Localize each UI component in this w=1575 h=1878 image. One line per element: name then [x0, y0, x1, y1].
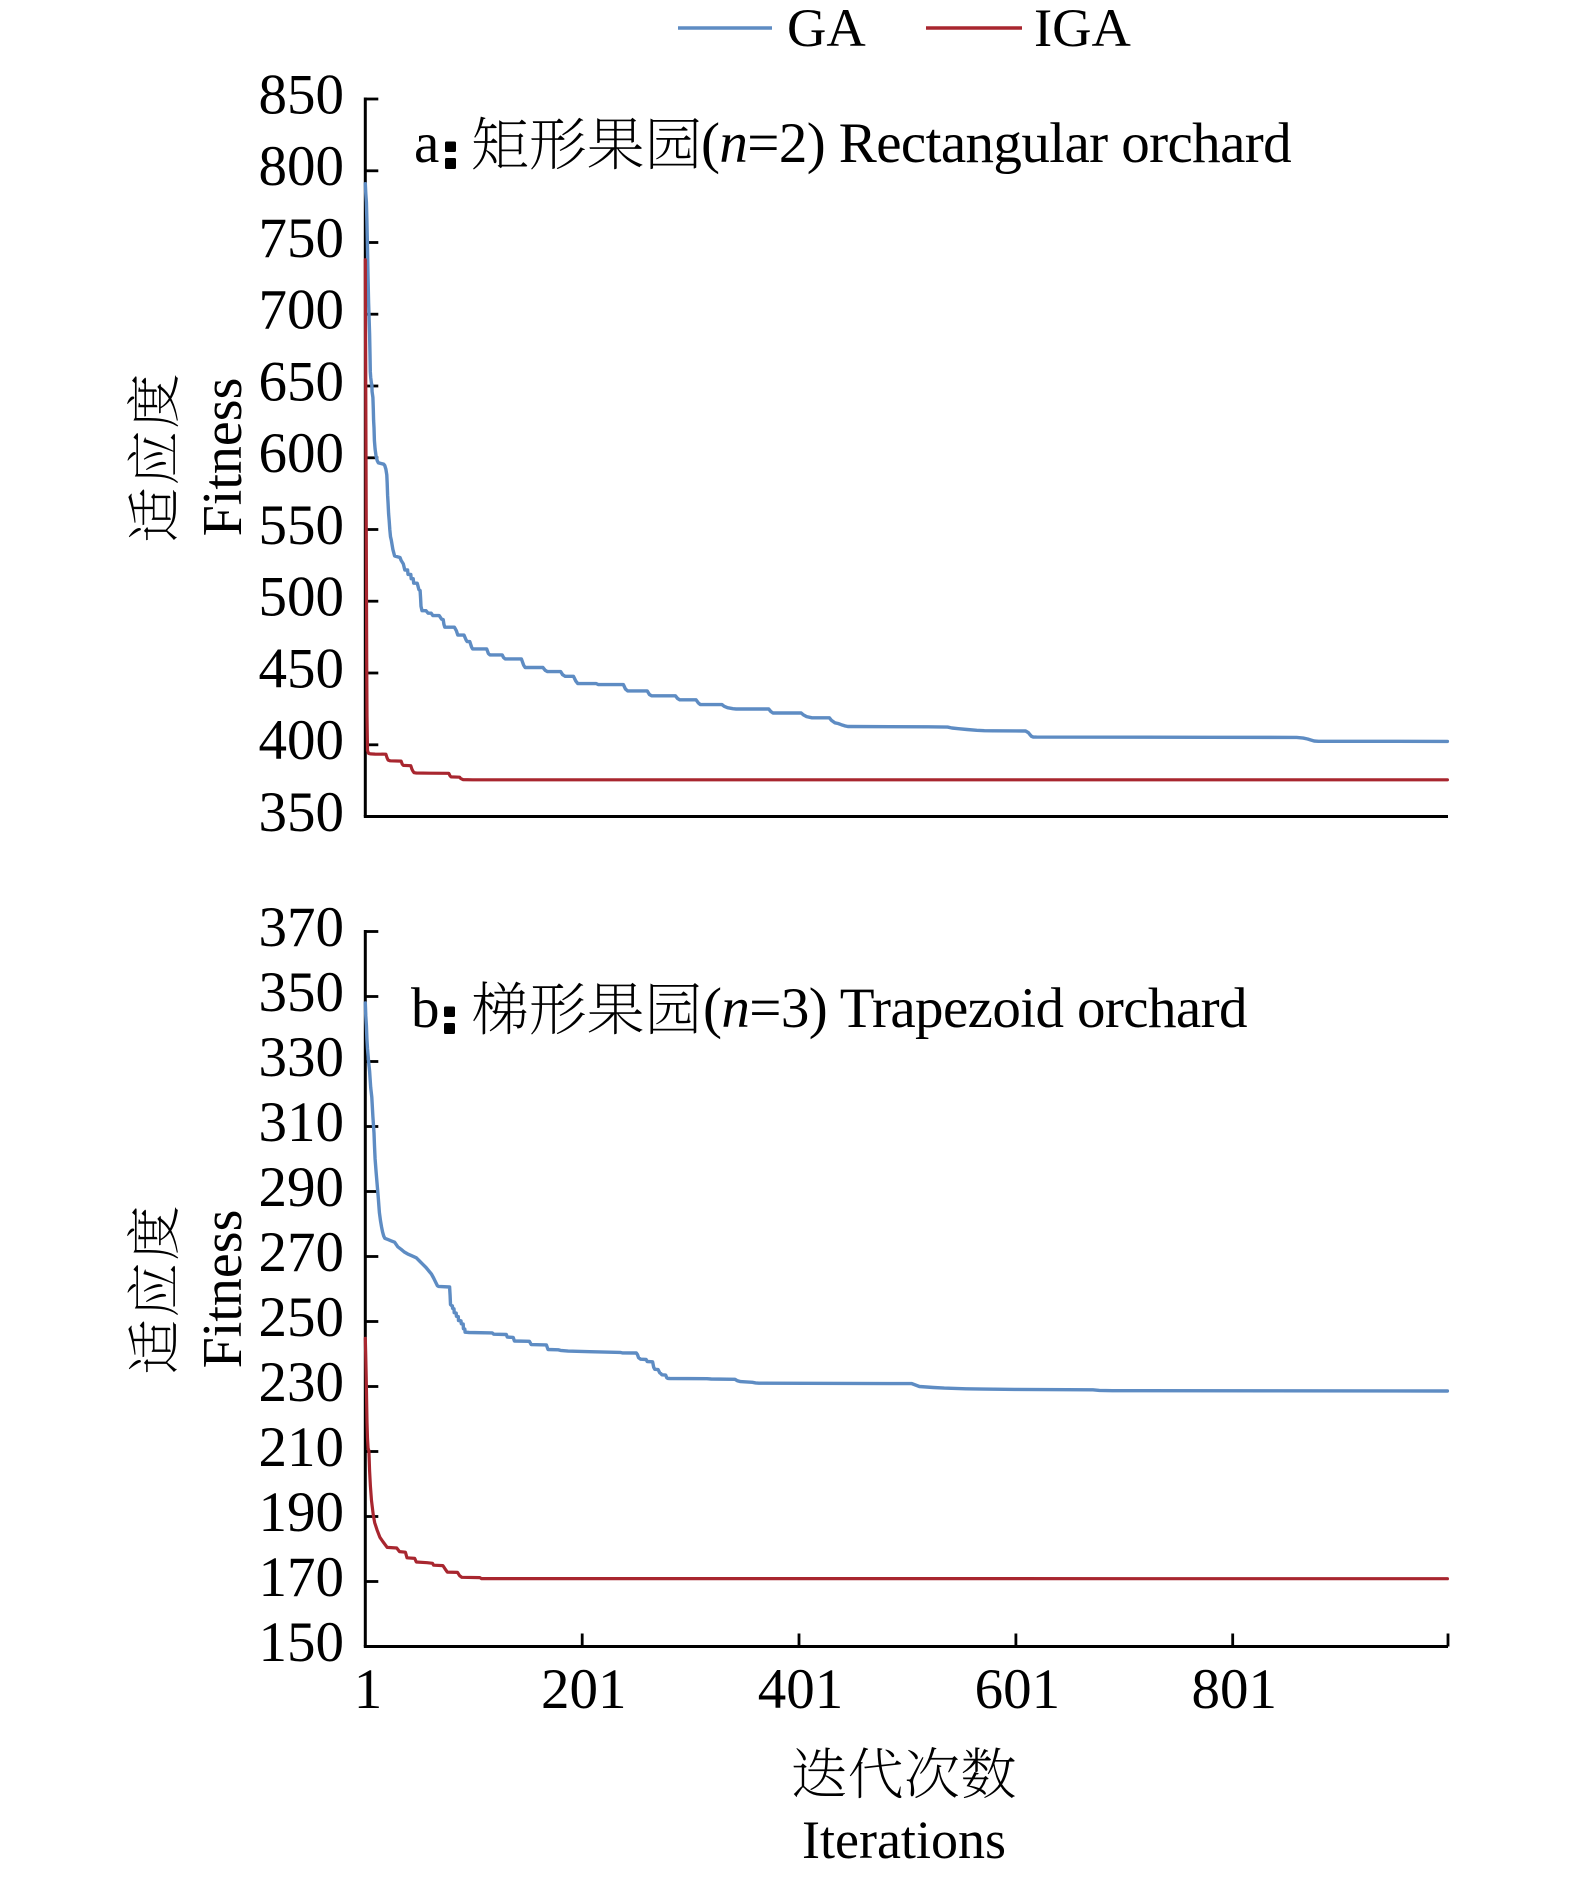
svg-text:550: 550 — [259, 494, 345, 557]
svg-text:750: 750 — [259, 207, 345, 270]
svg-text:270: 270 — [259, 1221, 345, 1284]
svg-text:Fitness: Fitness — [192, 1210, 254, 1369]
svg-text:370: 370 — [259, 896, 345, 959]
svg-text:170: 170 — [259, 1546, 345, 1609]
svg-text:400: 400 — [259, 709, 345, 772]
svg-text:(n=3) Trapezoid orchard: (n=3) Trapezoid orchard — [703, 977, 1247, 1040]
svg-text:650: 650 — [259, 350, 345, 413]
svg-text:500: 500 — [259, 566, 345, 629]
svg-text:Fitness: Fitness — [192, 378, 254, 537]
svg-text:401: 401 — [758, 1658, 844, 1721]
svg-text:150: 150 — [259, 1611, 345, 1674]
svg-text:1: 1 — [354, 1658, 383, 1721]
svg-text:IGA: IGA — [1034, 0, 1131, 58]
svg-text:230: 230 — [259, 1351, 345, 1414]
svg-text:350: 350 — [259, 961, 345, 1024]
svg-text:601: 601 — [975, 1658, 1061, 1721]
svg-text:700: 700 — [259, 279, 345, 342]
svg-text:801: 801 — [1191, 1658, 1277, 1721]
svg-text:210: 210 — [259, 1416, 345, 1479]
svg-text:310: 310 — [259, 1091, 345, 1154]
svg-text:850: 850 — [259, 63, 345, 126]
svg-text:290: 290 — [259, 1156, 345, 1219]
svg-text:b: b — [411, 977, 440, 1040]
svg-text:190: 190 — [259, 1481, 345, 1544]
svg-text:800: 800 — [259, 135, 345, 198]
svg-text:Iterations: Iterations — [802, 1810, 1006, 1870]
svg-text:GA: GA — [787, 0, 866, 58]
svg-text:250: 250 — [259, 1286, 345, 1349]
svg-text:201: 201 — [541, 1658, 627, 1721]
svg-text:600: 600 — [259, 422, 345, 485]
svg-text:a: a — [414, 112, 439, 175]
svg-text:450: 450 — [259, 637, 345, 700]
svg-text:(n=2) Rectangular orchard: (n=2) Rectangular orchard — [701, 112, 1291, 175]
svg-text:330: 330 — [259, 1026, 345, 1089]
svg-text:350: 350 — [259, 781, 345, 844]
